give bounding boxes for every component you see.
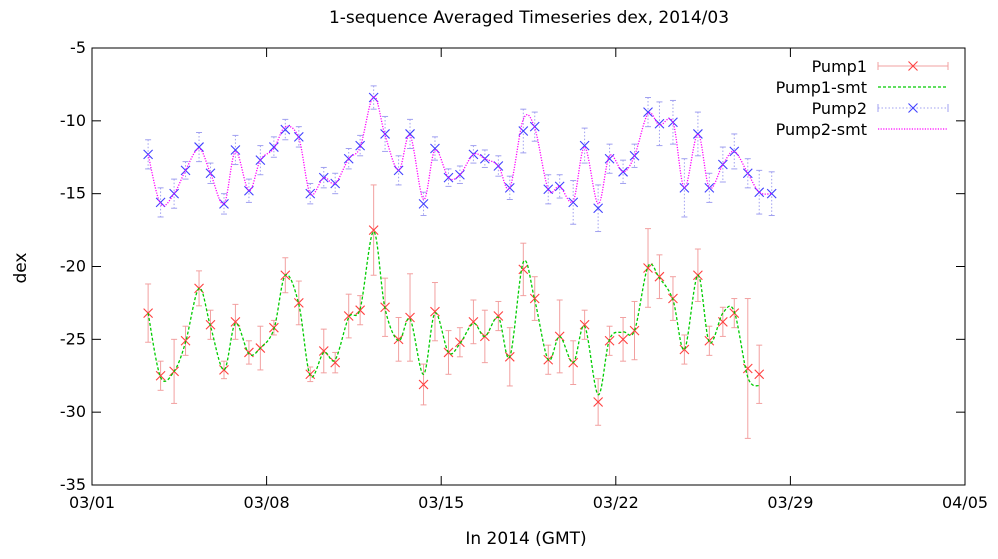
legend: Pump1 Pump1-smt Pump2 Pump2-smt <box>776 57 949 139</box>
data-point <box>654 271 665 282</box>
data-point <box>380 129 390 139</box>
x-tick-label: 04/05 <box>942 493 988 512</box>
data-point <box>455 337 465 348</box>
y-tick-label: -20 <box>60 257 86 276</box>
data-point <box>405 312 415 323</box>
legend-label: Pump1 <box>812 57 867 76</box>
data-point <box>418 379 429 390</box>
data-point <box>418 198 429 209</box>
data-point <box>330 357 341 368</box>
x-tick-label: 03/29 <box>767 493 813 512</box>
data-point <box>219 365 229 375</box>
data-point <box>717 159 728 170</box>
series-pump2-smt <box>147 95 772 207</box>
data-point <box>180 335 191 346</box>
data-point <box>430 143 440 154</box>
data-point <box>554 331 565 342</box>
data-point <box>742 168 753 179</box>
data-point <box>593 203 604 214</box>
legend-label: Pump2-smt <box>776 120 867 139</box>
data-point <box>529 121 540 132</box>
data-point <box>230 145 241 155</box>
data-point <box>654 118 665 129</box>
series-pump2 <box>143 85 777 233</box>
data-point <box>704 182 715 193</box>
data-point <box>568 197 579 208</box>
x-tick-label: 03/08 <box>244 493 290 512</box>
x-axis-label: In 2014 (GMT) <box>465 529 586 549</box>
data-point <box>219 198 229 209</box>
data-point <box>579 140 590 151</box>
x-tick-label: 03/22 <box>593 493 639 512</box>
data-point <box>479 153 490 164</box>
data-point <box>518 126 529 136</box>
chart-title: 1-sequence Averaged Timeseries dex, 2014… <box>329 8 729 28</box>
data-point <box>629 325 640 336</box>
series-line <box>147 230 760 396</box>
y-axis-label: dex <box>11 252 31 283</box>
data-point <box>668 117 678 128</box>
y-tick-label: -25 <box>60 329 86 348</box>
data-point <box>504 182 515 193</box>
data-point <box>604 335 615 346</box>
y-tick-label: -10 <box>60 111 86 130</box>
data-point <box>717 316 728 327</box>
data-point <box>343 311 354 321</box>
data-point <box>355 305 366 316</box>
x-axis-ticks: 03/01 03/08 03/15 03/22 03/29 04/05 <box>69 48 988 512</box>
data-point <box>668 293 678 304</box>
y-tick-label: -15 <box>60 184 86 203</box>
data-point <box>355 140 366 151</box>
data-point <box>754 369 765 380</box>
plot-frame <box>91 47 966 486</box>
data-point <box>742 363 753 374</box>
series-line <box>147 95 772 207</box>
legend-swatch-marker <box>908 61 918 71</box>
y-tick-label: -35 <box>60 475 86 494</box>
legend-swatch-marker <box>908 103 918 113</box>
y-tick-label: -5 <box>70 38 86 57</box>
series-pump1-smt <box>147 230 760 396</box>
data-point <box>293 298 304 308</box>
x-tick-label: 03/15 <box>418 493 464 512</box>
plot-series <box>143 85 777 439</box>
data-point <box>618 334 628 345</box>
data-point <box>393 334 404 345</box>
data-point <box>593 397 604 407</box>
legend-label: Pump2 <box>812 99 867 118</box>
data-point <box>405 129 415 139</box>
data-point <box>518 264 529 275</box>
data-point <box>155 370 166 381</box>
data-point <box>693 270 703 281</box>
data-point <box>579 319 590 330</box>
y-tick-label: -30 <box>60 402 86 421</box>
data-point <box>568 357 579 368</box>
data-point <box>368 225 379 235</box>
x-tick-label: 03/01 <box>69 493 115 512</box>
data-point <box>643 107 653 117</box>
series-pump1 <box>143 184 765 439</box>
data-point <box>629 150 640 161</box>
legend-label: Pump1-smt <box>776 78 867 97</box>
